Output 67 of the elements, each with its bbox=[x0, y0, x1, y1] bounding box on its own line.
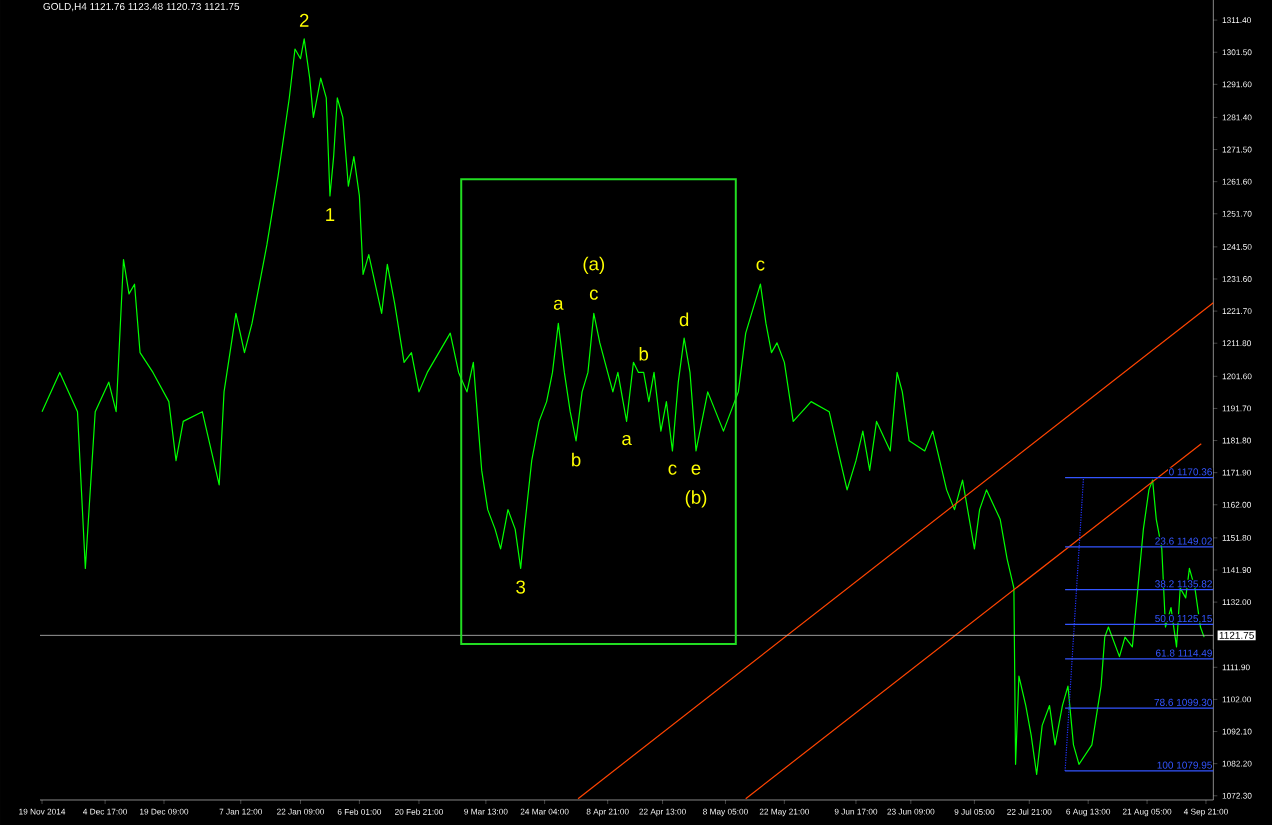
x-tick-label: 4 Dec 17:00 bbox=[82, 808, 128, 815]
annotation: c bbox=[589, 289, 598, 300]
annotation: (b) bbox=[685, 490, 707, 508]
annotation: 3 bbox=[516, 580, 526, 594]
series-label: 0 1170.36 bbox=[1169, 468, 1212, 476]
y-tick-label: 1291.60 bbox=[1222, 81, 1252, 88]
series-label: 78.6 1099.30 bbox=[1154, 698, 1212, 706]
y-tick-label: 1082.20 bbox=[1222, 760, 1252, 767]
annotation: a bbox=[622, 434, 632, 446]
x-tick-label: 22 Jul 21:00 bbox=[1007, 808, 1052, 815]
x-tick-label: 19 Nov 2014 bbox=[19, 808, 66, 815]
x-tick-label: 19 Dec 09:00 bbox=[140, 808, 189, 815]
x-tick-label: 9 Jul 05:00 bbox=[954, 808, 995, 815]
x-tick-label: 23 Jun 09:00 bbox=[887, 808, 935, 815]
series-label: 38.2 1135.82 bbox=[1155, 580, 1212, 588]
x-tick-label: 22 Apr 13:00 bbox=[639, 808, 686, 817]
annotation: (a) bbox=[583, 256, 605, 275]
x-tick-label: 24 Mar 04:00 bbox=[520, 808, 569, 815]
x-tick-label: 6 Feb 01:00 bbox=[337, 808, 382, 815]
series-label: 100 1079.95 bbox=[1157, 761, 1212, 769]
chart-title: GOLD,H4 1121.76 1123.48 1120.73 1121.75 bbox=[43, 2, 240, 12]
y-tick-label: 1221.70 bbox=[1222, 308, 1252, 315]
annotation: b bbox=[572, 452, 581, 467]
y-tick-label: 1251.70 bbox=[1222, 210, 1252, 217]
y-tick-label: 1301.50 bbox=[1222, 49, 1252, 56]
x-tick-label: 8 May 05:00 bbox=[703, 808, 748, 817]
y-tick-label: 1211.80 bbox=[1222, 340, 1251, 347]
x-tick-label: 21 Aug 05:00 bbox=[1122, 808, 1172, 817]
y-tick-label: 1241.50 bbox=[1222, 243, 1252, 250]
y-tick-label: 1191.70 bbox=[1222, 405, 1251, 412]
x-tick-label: 7 Jan 12:00 bbox=[219, 808, 263, 815]
annotation: 1 bbox=[326, 208, 335, 222]
x-tick-label: 8 Apr 21:00 bbox=[586, 808, 629, 817]
y-tick-label: 1231.60 bbox=[1222, 276, 1252, 282]
y-tick-label: 1151.80 bbox=[1222, 534, 1251, 541]
annotation: 2 bbox=[299, 13, 309, 27]
series-label: 50.0 1125.15 bbox=[1155, 614, 1212, 623]
x-tick-label: 6 Aug 13:00 bbox=[1066, 808, 1111, 817]
x-tick-label: 20 Feb 21:00 bbox=[395, 808, 443, 815]
y-tick-label: 1092.10 bbox=[1222, 728, 1252, 735]
annotation: e bbox=[691, 464, 701, 475]
x-tick-label: 9 Mar 13:00 bbox=[464, 808, 508, 815]
series-label: 23.6 1149.02 bbox=[1155, 537, 1212, 545]
y-tick-label: 1162.00 bbox=[1222, 501, 1251, 508]
y-tick-label: 1072.30 bbox=[1222, 792, 1252, 799]
annotation: c bbox=[756, 260, 765, 271]
y-tick-label: 1102.00 bbox=[1222, 696, 1251, 703]
y-tick-label: 1261.60 bbox=[1222, 178, 1252, 185]
x-tick-label: 22 May 21:00 bbox=[759, 808, 810, 817]
y-tick-label: 1141.90 bbox=[1222, 567, 1251, 573]
series-label: 61.8 1114.49 bbox=[1155, 649, 1212, 657]
annotation: d bbox=[679, 312, 689, 327]
y-tick-label: 1171.90 bbox=[1222, 469, 1251, 476]
ref-line-label: 1121.75 bbox=[1219, 631, 1254, 639]
y-tick-label: 1201.60 bbox=[1222, 373, 1252, 380]
y-tick-label: 1271.50 bbox=[1222, 146, 1252, 153]
x-tick-label: 22 Jan 09:00 bbox=[277, 808, 325, 815]
x-tick-label: 9 Jun 17:00 bbox=[834, 808, 878, 815]
annotation: b bbox=[639, 346, 649, 361]
y-tick-label: 1281.40 bbox=[1222, 114, 1252, 121]
y-tick-label: 1111.90 bbox=[1222, 664, 1250, 671]
y-tick-label: 1181.80 bbox=[1222, 437, 1251, 444]
x-tick-label: 4 Sep 21:00 bbox=[1183, 808, 1228, 817]
y-tick-label: 1311.40 bbox=[1222, 17, 1251, 24]
annotation: a bbox=[553, 299, 564, 310]
annotation: c bbox=[668, 464, 677, 475]
y-tick-label: 1132.00 bbox=[1222, 599, 1251, 606]
